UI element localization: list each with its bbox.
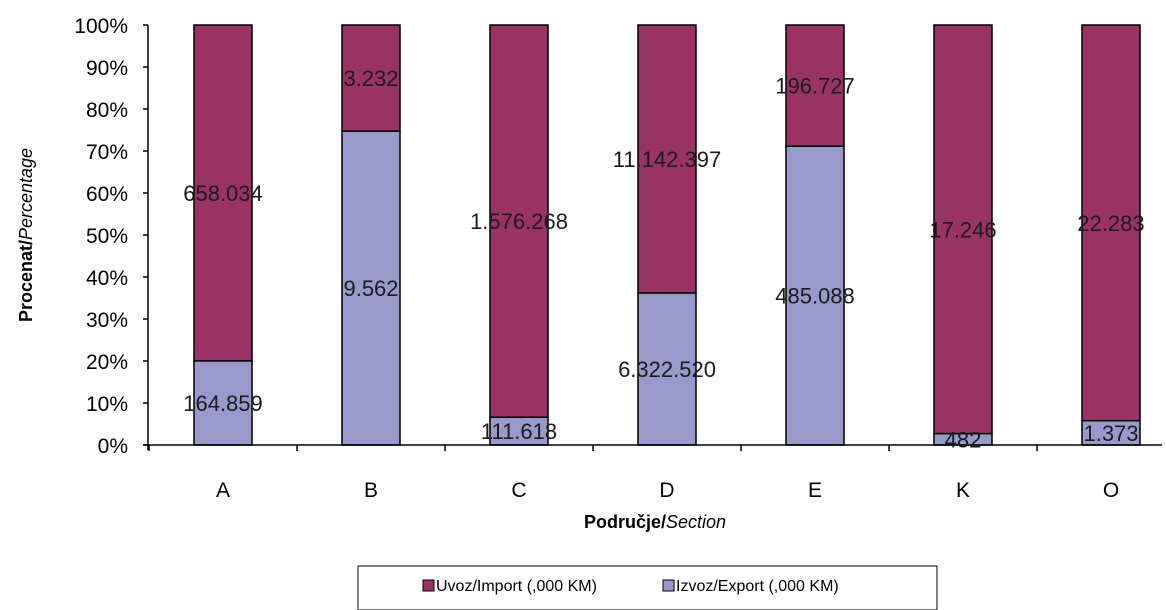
x-tick-label: C — [511, 479, 526, 502]
bar-import-a — [193, 24, 253, 362]
data-label-export: 6.322.520 — [618, 357, 716, 382]
y-tick-label: 100% — [74, 15, 128, 38]
data-label-export: 111.618 — [481, 419, 557, 444]
y-tick-label: 40% — [86, 267, 128, 290]
legend-label-export: Izvoz/Export (,000 KM) — [676, 578, 839, 595]
data-label-import: 17.246 — [929, 217, 996, 242]
legend-swatch-export — [662, 579, 675, 592]
x-tick-label: K — [956, 479, 970, 502]
x-tick-label: D — [659, 479, 674, 502]
data-label-import: 3.232 — [343, 66, 398, 91]
bar-import-e — [785, 24, 845, 147]
bar-import-c — [489, 24, 549, 418]
bar-import-o — [1081, 24, 1141, 422]
legend-label-import: Uvoz/Import (,000 KM) — [436, 578, 597, 595]
y-tick-label: 60% — [86, 183, 128, 206]
y-tick-label: 80% — [86, 99, 128, 122]
y-axis-title: Procenat/Percentage — [16, 148, 36, 322]
data-label-import: 658.034 — [183, 181, 263, 206]
y-tick-label: 90% — [86, 57, 128, 80]
x-tick-label: B — [364, 479, 378, 502]
plot-area — [143, 24, 1162, 451]
data-label-import: 11.142.397 — [613, 147, 721, 172]
y-tick-label: 50% — [86, 225, 128, 248]
x-tick-label: O — [1103, 479, 1119, 502]
y-tick-label: 70% — [86, 141, 128, 164]
y-axis-ticks: 0% 10% 20% 30% 40% 50% 60% 70% 80% 90% 100% — [74, 15, 128, 458]
y-tick-label: 20% — [86, 351, 128, 374]
x-axis-title: Područje/Section — [584, 512, 726, 532]
x-tick-label: E — [808, 479, 822, 502]
bar-import-d — [637, 24, 697, 294]
data-label-export: 482 — [945, 427, 982, 452]
data-label-export: 485.088 — [775, 284, 855, 309]
bar-import-k — [933, 24, 993, 435]
bar-import-b — [341, 24, 401, 132]
legend-swatch-import — [422, 579, 435, 592]
legend: Uvoz/Import (,000 KM) Izvoz/Export (,000… — [357, 565, 938, 610]
data-label-import: 22.283 — [1077, 211, 1144, 236]
bar-export-a — [193, 360, 253, 446]
data-label-import: 1.576.268 — [470, 209, 568, 234]
y-tick-label: 0% — [98, 435, 128, 458]
x-tick-label: A — [216, 479, 230, 502]
legend-box — [357, 565, 938, 610]
data-label-export: 9.562 — [343, 276, 398, 301]
y-tick-label: 10% — [86, 393, 128, 416]
data-labels: 164.859 658.034 9.562 3.232 111.618 1.576.268… — [183, 66, 1144, 452]
data-label-import: 196.727 — [775, 74, 855, 99]
y-tick-label: 30% — [86, 309, 128, 332]
data-label-export: 164.859 — [183, 391, 263, 416]
data-label-export: 1.373 — [1083, 421, 1138, 446]
